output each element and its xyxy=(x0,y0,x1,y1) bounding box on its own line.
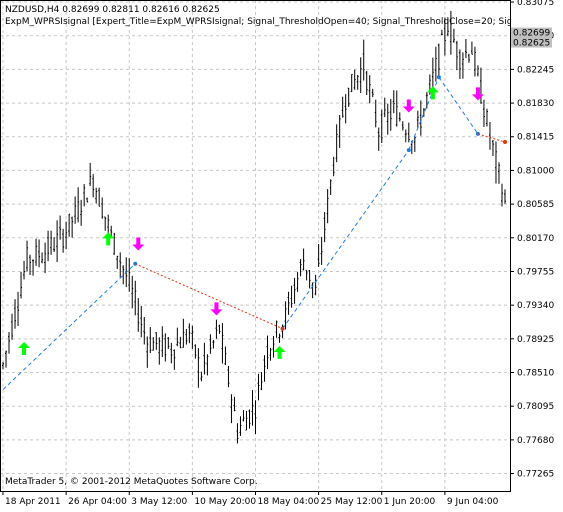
buy-signal-arrow xyxy=(426,86,439,100)
y-tick-label: 0.80170 xyxy=(517,234,554,244)
price-label-bg xyxy=(511,37,552,48)
price-label: 0.82699 xyxy=(513,29,550,39)
trade-line xyxy=(438,76,479,135)
x-tick-label: 9 Jun 04:00 xyxy=(447,497,499,507)
price-label: 0.82625 xyxy=(513,39,550,49)
trade-marker xyxy=(502,140,507,145)
price-axis: 0.830750.826600.822450.818300.814150.810… xyxy=(510,0,554,480)
y-tick-label: 0.79755 xyxy=(517,267,554,277)
symbol-info: NZDUSD,H4 0.82699 0.82811 0.82616 0.8262… xyxy=(5,5,220,15)
x-tick-label: 26 Apr 04:00 xyxy=(68,497,127,507)
y-tick-label: 0.79340 xyxy=(517,301,554,311)
sell-signal-arrow xyxy=(402,99,415,113)
trade-line xyxy=(135,263,283,330)
y-tick-label: 0.77680 xyxy=(517,436,554,446)
price-label-bg xyxy=(511,27,552,38)
y-tick-label: 0.81415 xyxy=(517,133,554,143)
signal-arrows xyxy=(18,86,484,360)
buy-signal-arrow xyxy=(102,232,115,246)
x-tick-label: 25 May 12:00 xyxy=(321,497,383,507)
y-tick-label: 0.78095 xyxy=(517,402,554,412)
expert-info: ExpM_WPRSIsignal [Expert_Title=ExpM_WPRS… xyxy=(5,17,510,27)
y-tick-label: 0.78925 xyxy=(517,335,554,345)
sell-signal-arrow xyxy=(471,87,484,101)
x-tick-label: 1 Jun 20:00 xyxy=(384,497,436,507)
x-tick-label: 3 May 12:00 xyxy=(131,497,187,507)
buy-signal-arrow xyxy=(273,346,286,360)
x-tick-label: 10 May 20:00 xyxy=(194,497,256,507)
copyright-text: MetaTrader 5, © 2001-2012 MetaQuotes Sof… xyxy=(5,477,258,487)
trade-line xyxy=(282,149,410,329)
grid xyxy=(0,0,510,491)
candles xyxy=(2,10,506,444)
trade-line xyxy=(2,263,136,390)
y-tick-label: 0.83075 xyxy=(517,0,554,8)
buy-signal-arrow xyxy=(18,341,31,355)
y-tick-label: 0.82245 xyxy=(517,65,554,75)
y-tick-label: 0.77265 xyxy=(517,470,554,480)
y-tick-label: 0.81000 xyxy=(517,166,554,176)
y-tick-label: 0.78510 xyxy=(517,369,554,379)
time-axis: 18 Apr 2011 26 Apr 04:00 3 May 12:00 10 May… xyxy=(2,491,499,507)
x-tick-label: 18 Apr 2011 xyxy=(5,497,61,507)
sell-signal-arrow xyxy=(210,302,223,316)
trade-line xyxy=(477,133,506,143)
x-tick-label: 18 May 04:00 xyxy=(258,497,320,507)
y-tick-label: 0.81830 xyxy=(517,99,554,109)
sell-signal-arrow xyxy=(132,237,145,251)
y-tick-label: 0.80585 xyxy=(517,200,554,210)
